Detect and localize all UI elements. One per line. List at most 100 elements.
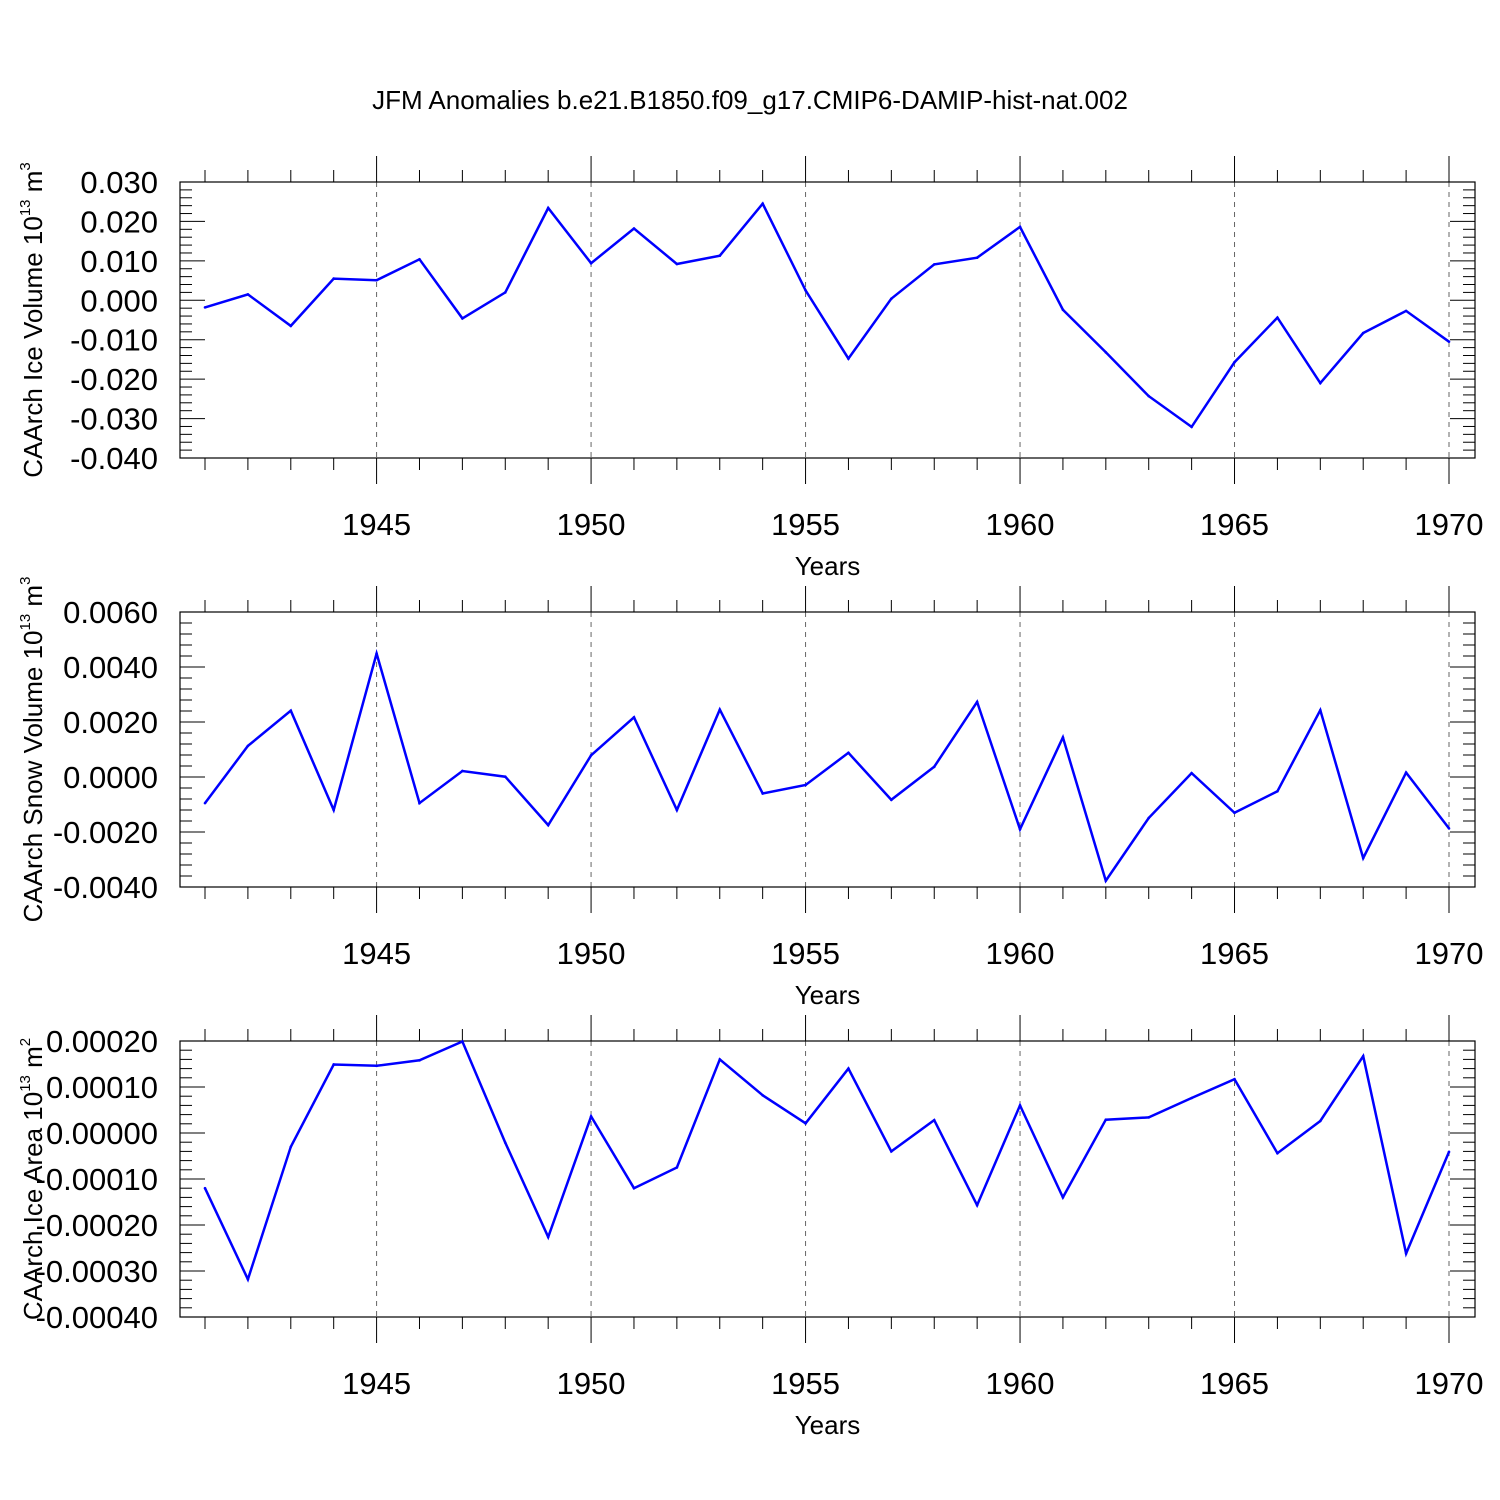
data-point: [1061, 1196, 1065, 1199]
data-point: [1447, 1150, 1451, 1154]
data-point: [975, 700, 979, 704]
data-point: [289, 324, 293, 328]
data-point: [503, 775, 507, 779]
data-point: [1319, 708, 1322, 712]
data-point: [761, 1093, 764, 1097]
data-point: [375, 278, 378, 282]
data-point: [246, 744, 250, 748]
x-tick-label: 1945: [342, 936, 411, 971]
chart-panel-2: -0.0040 -0.0020 0.0000 0.0020 0.0040 0.0060 19…: [17, 577, 1483, 1010]
data-point: [675, 262, 679, 266]
y-tick-label: -0.00010: [36, 1162, 158, 1197]
x-tick-label: 1955: [771, 507, 840, 542]
data-point: [375, 652, 378, 655]
y-tick-label: 0.00000: [46, 1116, 158, 1151]
data-point: [718, 254, 722, 258]
data-point: [1147, 1116, 1151, 1119]
y-axis-label: CAArch Snow Volume 1013 m3: [17, 577, 48, 923]
data-point: [761, 792, 764, 795]
data-point: [761, 202, 764, 205]
x-tick-label: 1970: [1415, 936, 1484, 971]
x-axis-label: Years: [795, 551, 861, 581]
data-point: [1018, 827, 1022, 831]
y-tick-label: -0.00040: [36, 1300, 158, 1335]
y-axis-label: CAArch Ice Area 1013 m2: [17, 1038, 48, 1320]
y-tick-label: 0.020: [80, 204, 158, 239]
data-point: [847, 357, 850, 360]
data-point: [1147, 816, 1151, 820]
data-point: [1104, 879, 1108, 882]
x-tick-label: 1950: [557, 1366, 626, 1401]
data-point: [890, 798, 893, 802]
x-tick-label: 1960: [986, 507, 1055, 542]
x-axis-label: Years: [795, 1410, 861, 1440]
data-point: [1319, 381, 1322, 385]
data-point: [589, 753, 593, 757]
data-point: [1447, 340, 1451, 343]
x-tick-label: 1965: [1200, 936, 1269, 971]
data-point: [1276, 316, 1279, 319]
y-tick-label: -0.00030: [36, 1254, 158, 1289]
x-tick-label: 1970: [1415, 1366, 1484, 1401]
x-tick-label: 1955: [771, 1366, 840, 1401]
y-tick-label: 0.010: [80, 244, 158, 279]
data-point: [289, 1145, 293, 1149]
data-point: [1361, 331, 1365, 335]
y-tick-label: 0.0060: [63, 595, 158, 630]
data-point: [890, 1150, 893, 1153]
data-point: [289, 709, 293, 713]
data-point: [332, 808, 335, 812]
data-point: [1061, 308, 1065, 312]
x-tick-label: 1955: [771, 936, 840, 971]
data-point: [932, 1118, 936, 1122]
x-tick-label: 1950: [557, 936, 626, 971]
plot-frame: [179, 181, 1476, 459]
data-point: [246, 1277, 250, 1281]
data-point: [975, 256, 979, 260]
y-tick-label: 0.00010: [46, 1070, 158, 1105]
data-point: [932, 765, 936, 769]
y-tick-label: 0.0040: [63, 650, 158, 685]
data-point: [932, 263, 936, 266]
y-tick-label: -0.0040: [53, 870, 158, 905]
data-point: [332, 277, 335, 280]
data-point: [675, 808, 679, 812]
x-tick-label: 1950: [557, 507, 626, 542]
x-tick-label: 1965: [1200, 507, 1269, 542]
data-point: [1190, 1096, 1193, 1100]
data-point: [1233, 360, 1236, 364]
data-point: [418, 257, 421, 261]
data-point: [632, 227, 636, 230]
data-point: [418, 1059, 421, 1062]
chart-panel-1: -0.040 -0.030 -0.020 -0.010 0.000 0.010 0.020 0…: [17, 156, 1483, 581]
y-tick-label: 0.000: [80, 283, 158, 318]
data-point: [804, 1122, 807, 1125]
data-point: [1404, 309, 1408, 313]
series-line-1: [203, 1039, 1451, 1283]
y-tick-label: -0.0020: [53, 815, 158, 850]
y-axis-label: CAArch Ice Volume 1013 m3: [17, 162, 48, 478]
data-point: [718, 1058, 722, 1061]
data-point: [1404, 1252, 1408, 1255]
data-point: [461, 1040, 464, 1043]
data-point: [375, 1064, 378, 1068]
data-point: [461, 317, 464, 320]
y-tick-label: -0.020: [70, 362, 158, 397]
figure-title: JFM Anomalies b.e21.B1850.f09_g17.CMIP6-…: [372, 85, 1128, 115]
y-tick-label: 0.0000: [63, 760, 158, 795]
data-point: [632, 716, 636, 719]
data-point: [203, 801, 207, 805]
data-point: [1104, 1118, 1108, 1121]
data-point: [632, 1186, 636, 1190]
data-point: [1061, 736, 1065, 739]
data-point: [1190, 425, 1193, 429]
data-point: [418, 801, 421, 805]
y-tick-label: 0.030: [80, 165, 158, 200]
y-tick-label: -0.00020: [36, 1208, 158, 1243]
x-axis-label: Years: [795, 980, 861, 1010]
data-point: [675, 1166, 679, 1169]
data-point: [1147, 394, 1151, 398]
data-point: [1018, 1104, 1022, 1107]
chart-panel-3: -0.00040 -0.00030 -0.00020 -0.00010 0.00000 0…: [17, 1015, 1483, 1440]
